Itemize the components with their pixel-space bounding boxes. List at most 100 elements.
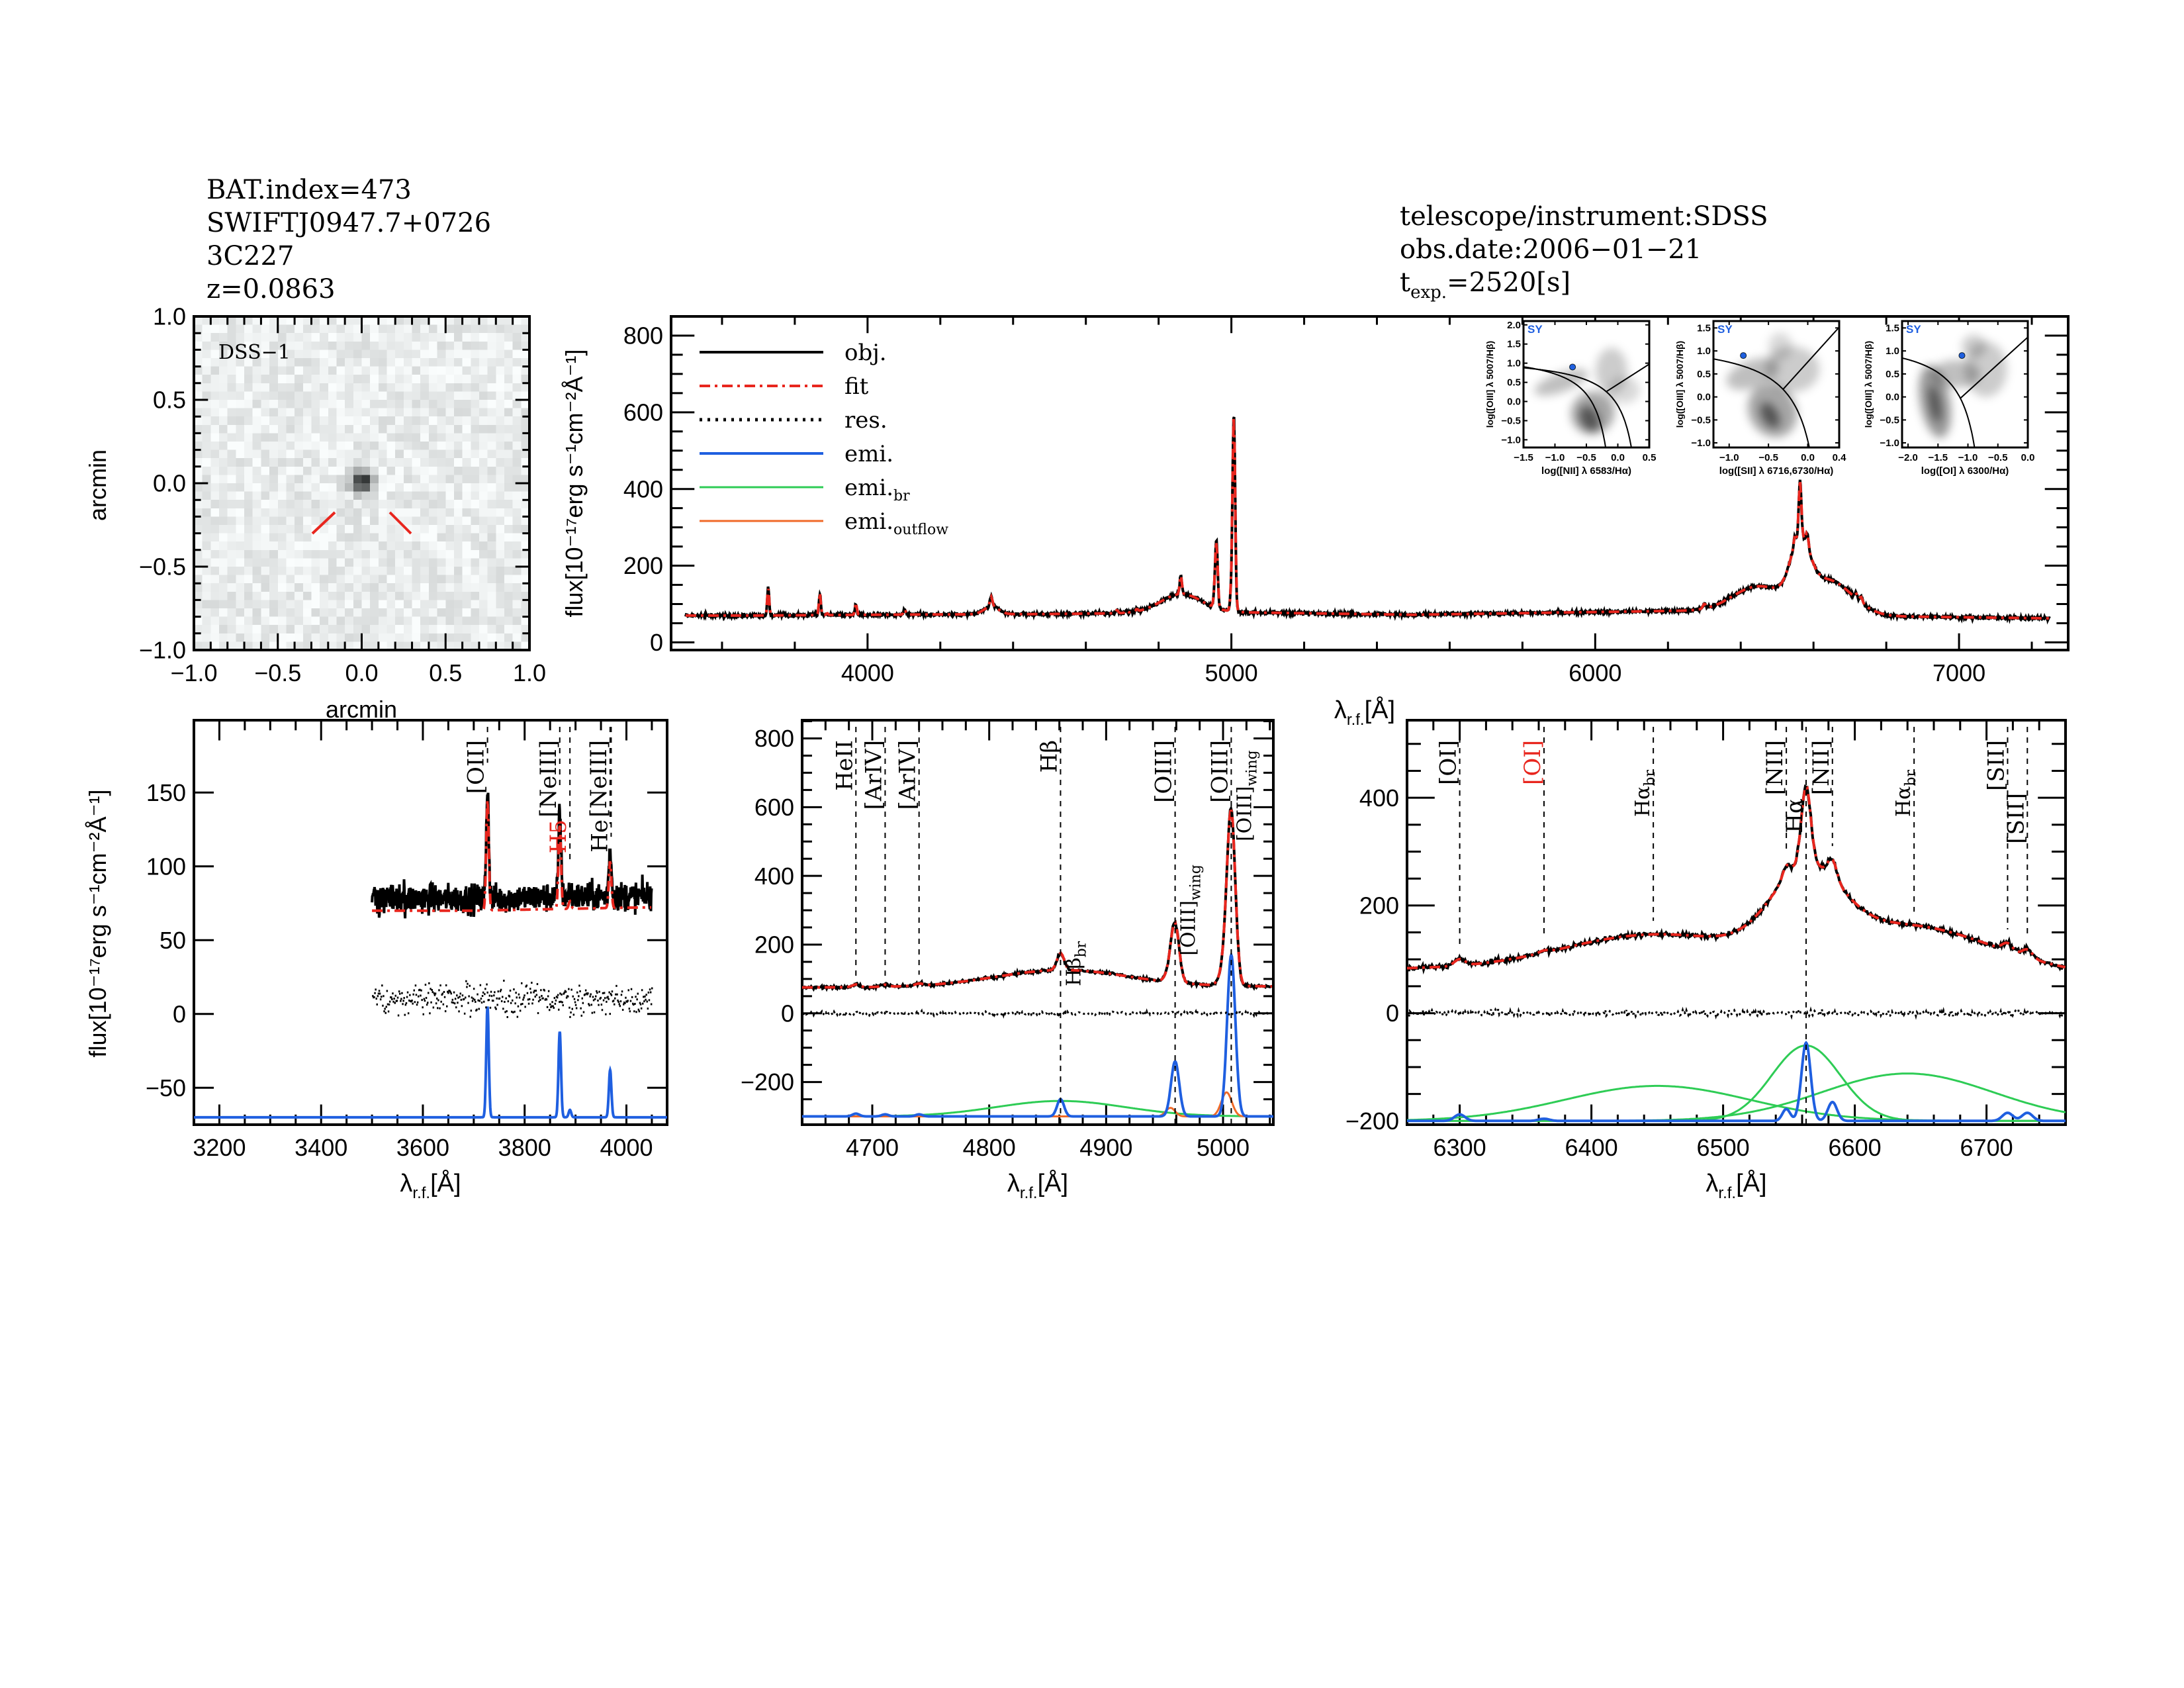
line-label-text: Hα xyxy=(1631,786,1655,817)
line-label-text: [OIII] xyxy=(1151,740,1177,803)
obj-spectrum xyxy=(371,792,653,919)
legend-text: emi. xyxy=(844,508,893,535)
hbeta-region-ytick-label: 600 xyxy=(754,794,794,821)
hbeta-region-ytick-label: −200 xyxy=(741,1068,794,1096)
header-obs-date: obs.date:2006−01−21 xyxy=(1400,234,1702,265)
density-blob xyxy=(1768,332,1792,361)
oii-region-ytick-label: 100 xyxy=(146,853,186,880)
residual-curve xyxy=(801,1008,1273,1019)
dss-ticks xyxy=(193,315,531,651)
fit-spectrum xyxy=(1407,785,2066,970)
main-ylabel: flux[10⁻¹⁷erg s⁻¹cm⁻²Å⁻¹] xyxy=(561,349,588,617)
bpt-ytick-label: 0.5 xyxy=(1507,377,1521,389)
line-label-sub: br xyxy=(1642,770,1659,786)
bpt-xtick-label: −1.0 xyxy=(1545,452,1565,463)
wave-label-sub: r.f. xyxy=(1347,711,1365,729)
line-label: Hα xyxy=(1782,798,1808,833)
halpha-region-xtick-label: 6400 xyxy=(1565,1134,1618,1161)
oii-region-ytick-label: 50 xyxy=(159,927,186,954)
line-label: [ArIV] xyxy=(895,740,921,810)
legend-label-res: res. xyxy=(844,407,887,434)
bpt-xtick-label: 0.0 xyxy=(1611,452,1625,463)
bpt-2-plot xyxy=(1713,321,1839,447)
bpt-1-plot xyxy=(1524,321,1649,447)
halpha-region-ytick-label: 400 xyxy=(1359,784,1399,812)
line-label: [OIII]wing xyxy=(1233,750,1260,841)
oii-region-ytick-label: 0 xyxy=(173,1000,186,1027)
hbeta-region-xtick-label: 4800 xyxy=(963,1134,1016,1161)
bpt-xtick-label: 0.0 xyxy=(1801,452,1815,463)
bpt-3-plot xyxy=(1902,321,2028,447)
line-label-text: Hβ xyxy=(1036,740,1062,773)
main-xlabel: λr.f.[Å] xyxy=(1334,695,1395,729)
line-label: [SII] xyxy=(2003,793,2029,844)
legend-sub: br xyxy=(893,488,910,504)
full-spectrum-xtick-label: 4000 xyxy=(841,659,894,686)
legend-label-emi_br: emi.br xyxy=(844,475,910,504)
line-label-sub: br xyxy=(1903,770,1919,786)
oii-region-xtick-label: 3800 xyxy=(498,1134,551,1161)
line-label-text: [OIII] xyxy=(1233,786,1256,841)
line-label: [OI] xyxy=(1520,740,1546,785)
seyfert-liner-line xyxy=(1606,363,1649,393)
header-swift-name: SWIFTJ0947.7+0726 xyxy=(206,208,491,238)
dss-frame xyxy=(193,315,531,651)
line-label-text: [NeIII] xyxy=(586,740,612,818)
kewley-curve xyxy=(1713,358,1810,447)
hbeta-region-xlabel: λr.f.[Å] xyxy=(1007,1168,1068,1202)
source-point xyxy=(1958,352,1966,359)
line-label-text: [OIII] xyxy=(1177,900,1201,956)
dss-ytick-label: 0.5 xyxy=(153,387,186,414)
line-label-sub: br xyxy=(1073,941,1089,957)
bpt-ytick-label: 0.5 xyxy=(1697,369,1711,380)
bpt-ylabel: log([OIII] λ 5007/Hβ) xyxy=(1484,341,1495,428)
line-label: [OIII] xyxy=(1206,740,1233,803)
bpt-xtick-label: −1.5 xyxy=(1514,452,1533,463)
kewley-curve xyxy=(1902,357,1976,447)
bpt-xtick-label: −1.0 xyxy=(1958,452,1978,463)
dss-xtick-label: 0.5 xyxy=(429,659,462,686)
bpt-ticks xyxy=(1713,321,1840,447)
legend-text: res. xyxy=(844,407,887,434)
bpt-class-label: SY xyxy=(1527,323,1543,336)
bpt-ytick-label: −1.0 xyxy=(1691,438,1711,449)
dss-ylabel: arcmin xyxy=(84,449,111,521)
fit-spectrum xyxy=(801,807,1272,989)
residual-points xyxy=(372,980,653,1018)
density-blob xyxy=(1929,385,1941,422)
bpt-xtick-label: 0.4 xyxy=(1833,452,1847,463)
wave-label-main: λ xyxy=(1334,696,1347,724)
line-label-text: [ArIV] xyxy=(895,740,921,810)
halpha-region-xtick-label: 6600 xyxy=(1829,1134,1882,1161)
bpt-xtick-label: −1.0 xyxy=(1719,452,1739,463)
dss-ytick-label: 0.0 xyxy=(153,470,186,497)
halpha-region-xtick-label: 6700 xyxy=(1960,1134,2013,1161)
line-label-text: [SII] xyxy=(2003,793,2029,844)
hbeta-region-xtick-label: 5000 xyxy=(1197,1134,1250,1161)
line-label: [ArIV] xyxy=(860,740,887,810)
dss-label: DSS−1 xyxy=(218,341,291,364)
wave-label-tail: [Å] xyxy=(430,1168,461,1197)
halpha-region-ytick-label: 200 xyxy=(1359,892,1399,919)
full-spectrum-xtick-label: 7000 xyxy=(1933,659,1985,686)
full-spectrum-ticks xyxy=(671,315,2068,650)
kewley-curve xyxy=(1524,367,1632,447)
legend-label-fit: fit xyxy=(844,373,869,400)
seyfert-liner-line xyxy=(1960,336,2028,399)
residual-curve xyxy=(1406,1006,2066,1020)
bpt-ytick-label: 1.0 xyxy=(1697,346,1711,357)
oii-region-ytick-label: 150 xyxy=(146,779,186,806)
dss-ytick-label: −0.5 xyxy=(139,553,186,581)
bpt-xtick-label: −0.5 xyxy=(1988,452,2008,463)
header-instrument: telescope/instrument:SDSS xyxy=(1400,201,1768,232)
seyfert-liner-line xyxy=(1782,326,1839,390)
wave-label-main: λ xyxy=(1706,1170,1718,1197)
line-label: Hβ xyxy=(1036,740,1062,773)
obj-spectrum xyxy=(1406,784,2067,975)
wave-label-tail: [Å] xyxy=(1038,1168,1068,1197)
oii-region-xtick-label: 3600 xyxy=(396,1134,449,1161)
line-label: H5 xyxy=(545,820,572,853)
bpt-density xyxy=(1726,332,1820,438)
line-label: Hαbr xyxy=(1631,770,1659,818)
